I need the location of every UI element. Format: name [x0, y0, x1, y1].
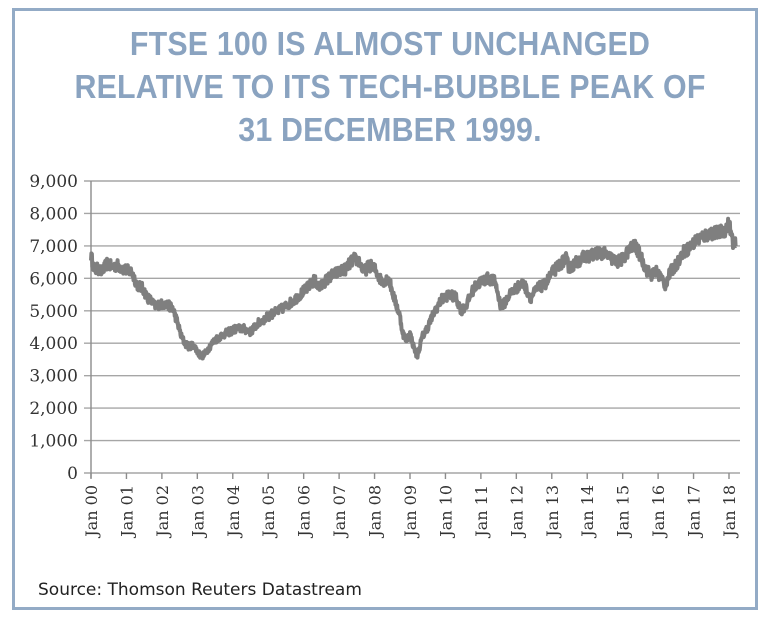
y-tick-label: 9,000: [29, 172, 78, 192]
x-tick-label: Jan 14: [578, 485, 597, 539]
x-tick-label: Jan 00: [82, 485, 101, 539]
x-tick-label: Jan 06: [295, 485, 314, 539]
x-tick-label: Jan 13: [543, 485, 562, 539]
y-tick-label: 2,000: [29, 399, 78, 419]
y-tick-label: 1,000: [29, 432, 78, 452]
y-tick-label: 6,000: [29, 269, 78, 289]
x-tick-label: Jan 15: [614, 485, 633, 539]
x-tick-label: Jan 05: [259, 485, 278, 539]
x-tick-label: Jan 09: [401, 485, 420, 539]
y-tick-label: 5,000: [29, 302, 78, 322]
x-axis: Jan 00 Jan 01 Jan 02 Jan 03 Jan 04 Jan 05 Jan …: [82, 181, 739, 539]
y-tick-label: 7,000: [29, 237, 78, 257]
chart-frame: [12, 8, 758, 610]
x-tick-label: Jan 07: [330, 485, 349, 539]
title-line-3: 31 DECEMBER 1999.: [238, 111, 542, 148]
chart-title: FTSE 100 IS ALMOST UNCHANGED RELATIVE TO…: [31, 22, 749, 151]
y-tick-label: 0: [67, 464, 78, 484]
x-tick-label: Jan 18: [720, 485, 739, 539]
series-group: [89, 216, 738, 361]
x-tick-label: Jan 08: [366, 485, 385, 539]
title-line-2: RELATIVE TO ITS TECH-BUBBLE PEAK OF: [74, 68, 706, 105]
y-tick-label: 3,000: [29, 367, 78, 387]
gridlines: [84, 180, 740, 474]
x-tick-label: Jan 02: [153, 485, 172, 539]
x-tick-label: Jan 10: [436, 485, 455, 539]
series-line-ftse-100: [89, 216, 738, 361]
source-note: Source: Thomson Reuters Datastream: [38, 580, 362, 600]
x-tick-label: Jan 03: [188, 485, 207, 539]
title-line-1: FTSE 100 IS ALMOST UNCHANGED: [129, 25, 651, 62]
x-tick-label: Jan 17: [685, 485, 704, 539]
x-tick-label: Jan 12: [507, 485, 526, 539]
y-tick-label: 8,000: [29, 204, 78, 224]
x-tick-label: Jan 11: [472, 485, 491, 539]
x-tick-label: Jan 01: [117, 485, 136, 539]
y-axis-ticks: 0 1,000 2,000 3,000 4,000 5,000 6,000 7,000 8,00…: [29, 172, 78, 484]
y-tick-label: 4,000: [29, 334, 78, 354]
x-tick-label: Jan 04: [224, 485, 243, 539]
x-tick-label: Jan 16: [649, 485, 668, 539]
